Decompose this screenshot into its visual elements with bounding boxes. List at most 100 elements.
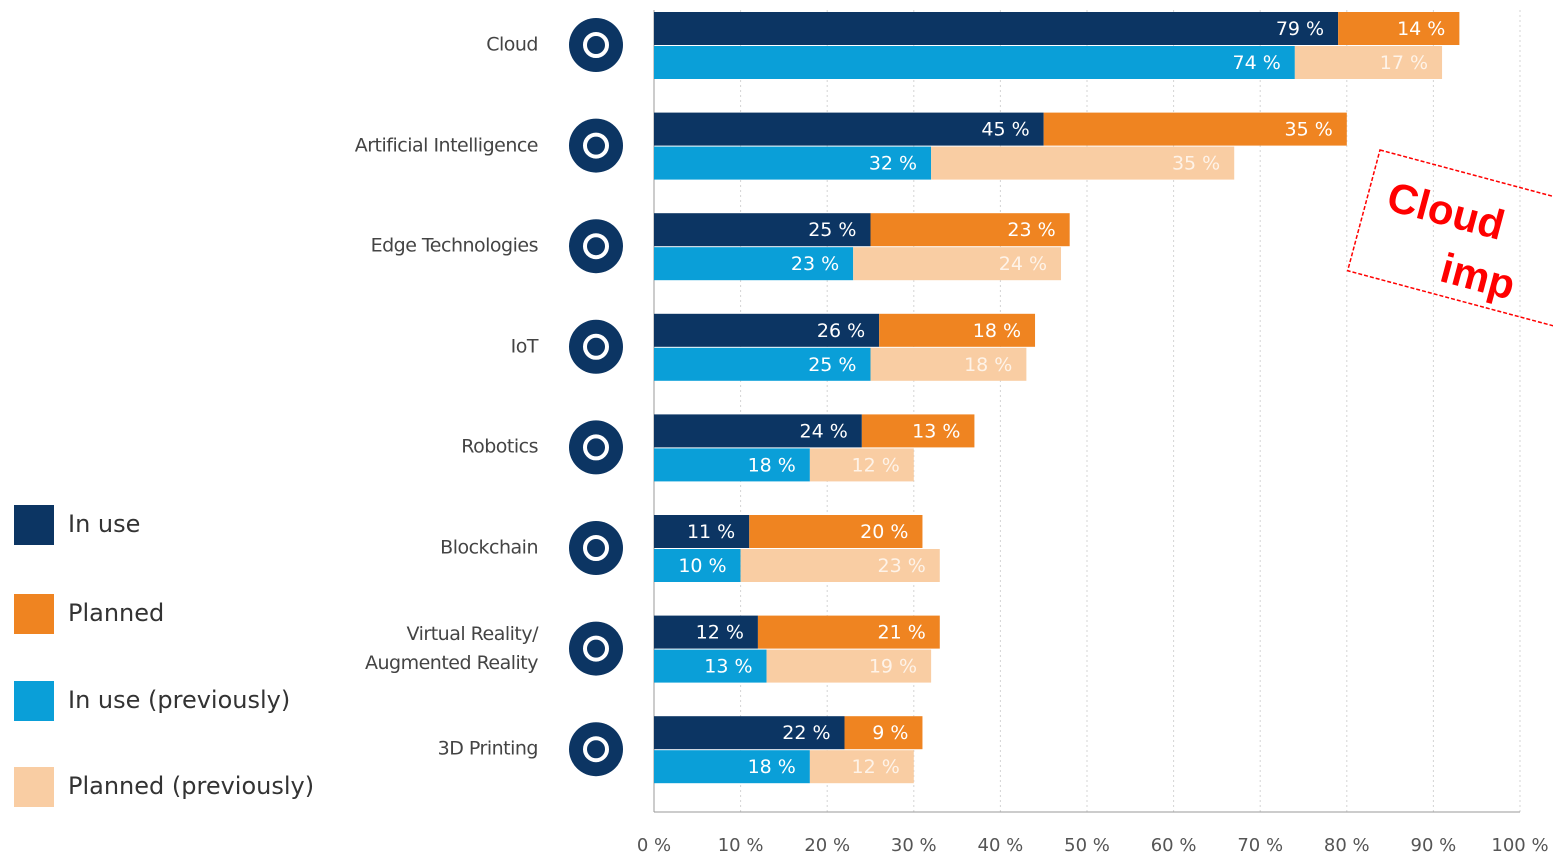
bar-segment (654, 716, 845, 750)
value-label: 23 % (791, 253, 839, 275)
value-label: 9 % (872, 722, 908, 744)
bar-segment (654, 649, 767, 683)
category-icon-glyph (583, 736, 609, 763)
value-label: 13 % (912, 420, 960, 442)
value-label: 45 % (981, 119, 1029, 141)
bar-segment (844, 716, 923, 750)
legend-swatch (14, 594, 54, 634)
value-label: 35 % (1285, 119, 1333, 141)
bar-segment (654, 313, 880, 347)
bar-segment (654, 112, 1044, 146)
value-label: 12 % (852, 454, 900, 476)
x-tick-label: 50 % (1064, 835, 1110, 856)
annotation-text: imp (1436, 244, 1520, 309)
annotation-box (1346, 149, 1553, 355)
category-icon-glyph (583, 132, 609, 159)
bar-segment (931, 146, 1235, 180)
legend-swatch (14, 505, 54, 545)
legend-label: Planned (68, 599, 164, 627)
bar-segment (766, 649, 932, 683)
x-tick-label: 0 % (637, 835, 671, 856)
value-label: 10 % (678, 555, 726, 577)
legend-label: In use (68, 510, 140, 538)
bar-segment (1338, 12, 1460, 45)
category-icon-glyph (583, 333, 609, 360)
bar-segment (654, 213, 871, 247)
value-label: 35 % (1172, 153, 1220, 175)
value-label: 18 % (973, 320, 1021, 342)
value-label: 21 % (877, 622, 925, 644)
category-icon (569, 521, 623, 575)
value-label: 25 % (808, 219, 856, 241)
category-icon (569, 420, 623, 475)
bar-segment (879, 313, 1036, 347)
legend-label: In use (previously) (68, 686, 290, 714)
bar-segment (1043, 112, 1347, 146)
bar-segment (654, 750, 810, 784)
bar-segment (654, 549, 741, 582)
value-label: 11 % (687, 521, 735, 543)
x-tick-label: 70 % (1237, 835, 1283, 856)
value-label: 26 % (817, 320, 865, 342)
value-label: 18 % (748, 454, 796, 476)
value-label: 19 % (869, 656, 917, 678)
value-label: 12 % (852, 756, 900, 778)
bar-segment (654, 46, 1295, 79)
x-tick-label: 40 % (978, 835, 1024, 856)
bar-segment (1294, 46, 1443, 79)
x-tick-label: 30 % (891, 835, 937, 856)
legend-label: Planned (previously) (68, 772, 314, 800)
bar-segment (870, 347, 1027, 381)
bar-segment (740, 549, 940, 582)
value-label: 23 % (877, 555, 925, 577)
value-label: 23 % (1007, 219, 1055, 241)
bar-segment (654, 247, 854, 281)
legend-swatch (14, 767, 54, 807)
legend-swatch (14, 681, 54, 721)
bar-segment (654, 615, 758, 649)
bar-segment (654, 146, 932, 180)
bar-segment (749, 515, 923, 548)
category-icon (569, 219, 623, 274)
bar-segment (654, 414, 862, 448)
category-label: Blockchain (440, 536, 538, 559)
value-label: 12 % (696, 622, 744, 644)
bar-segment (654, 448, 810, 482)
category-icon-glyph (583, 635, 609, 662)
value-label: 79 % (1276, 18, 1324, 40)
value-label: 24 % (999, 253, 1047, 275)
value-label: 22 % (782, 722, 830, 744)
category-icon (569, 621, 623, 676)
category-label: IoT (510, 335, 539, 358)
value-label: 14 % (1397, 18, 1445, 40)
category-label: Artificial Intelligence (354, 134, 539, 157)
bar-segment (757, 615, 940, 649)
value-label: 18 % (964, 354, 1012, 376)
x-tick-label: 90 % (1411, 835, 1457, 856)
value-label: 13 % (704, 656, 752, 678)
value-label: 25 % (808, 354, 856, 376)
x-tick-label: 60 % (1151, 835, 1197, 856)
category-icon-glyph (583, 233, 609, 260)
bar-segment (654, 515, 750, 548)
category-label: Robotics (461, 435, 538, 458)
value-label: 74 % (1233, 52, 1281, 74)
category-label: Cloud (486, 33, 538, 56)
x-tick-label: 100 % (1491, 835, 1548, 856)
value-label: 24 % (800, 420, 848, 442)
category-label: Edge Technologies (370, 234, 539, 257)
category-icon-glyph (583, 32, 609, 58)
category-icon-glyph (583, 434, 609, 461)
bar-segment (654, 12, 1339, 45)
category-icon (569, 722, 623, 777)
x-tick-label: 20 % (804, 835, 850, 856)
bar-segment (809, 750, 914, 784)
bar-segment (861, 414, 975, 448)
annotation-text: Cloud (1382, 173, 1509, 249)
category-icon (569, 18, 623, 72)
bar-segment (654, 347, 871, 381)
bar-segment (870, 213, 1070, 247)
